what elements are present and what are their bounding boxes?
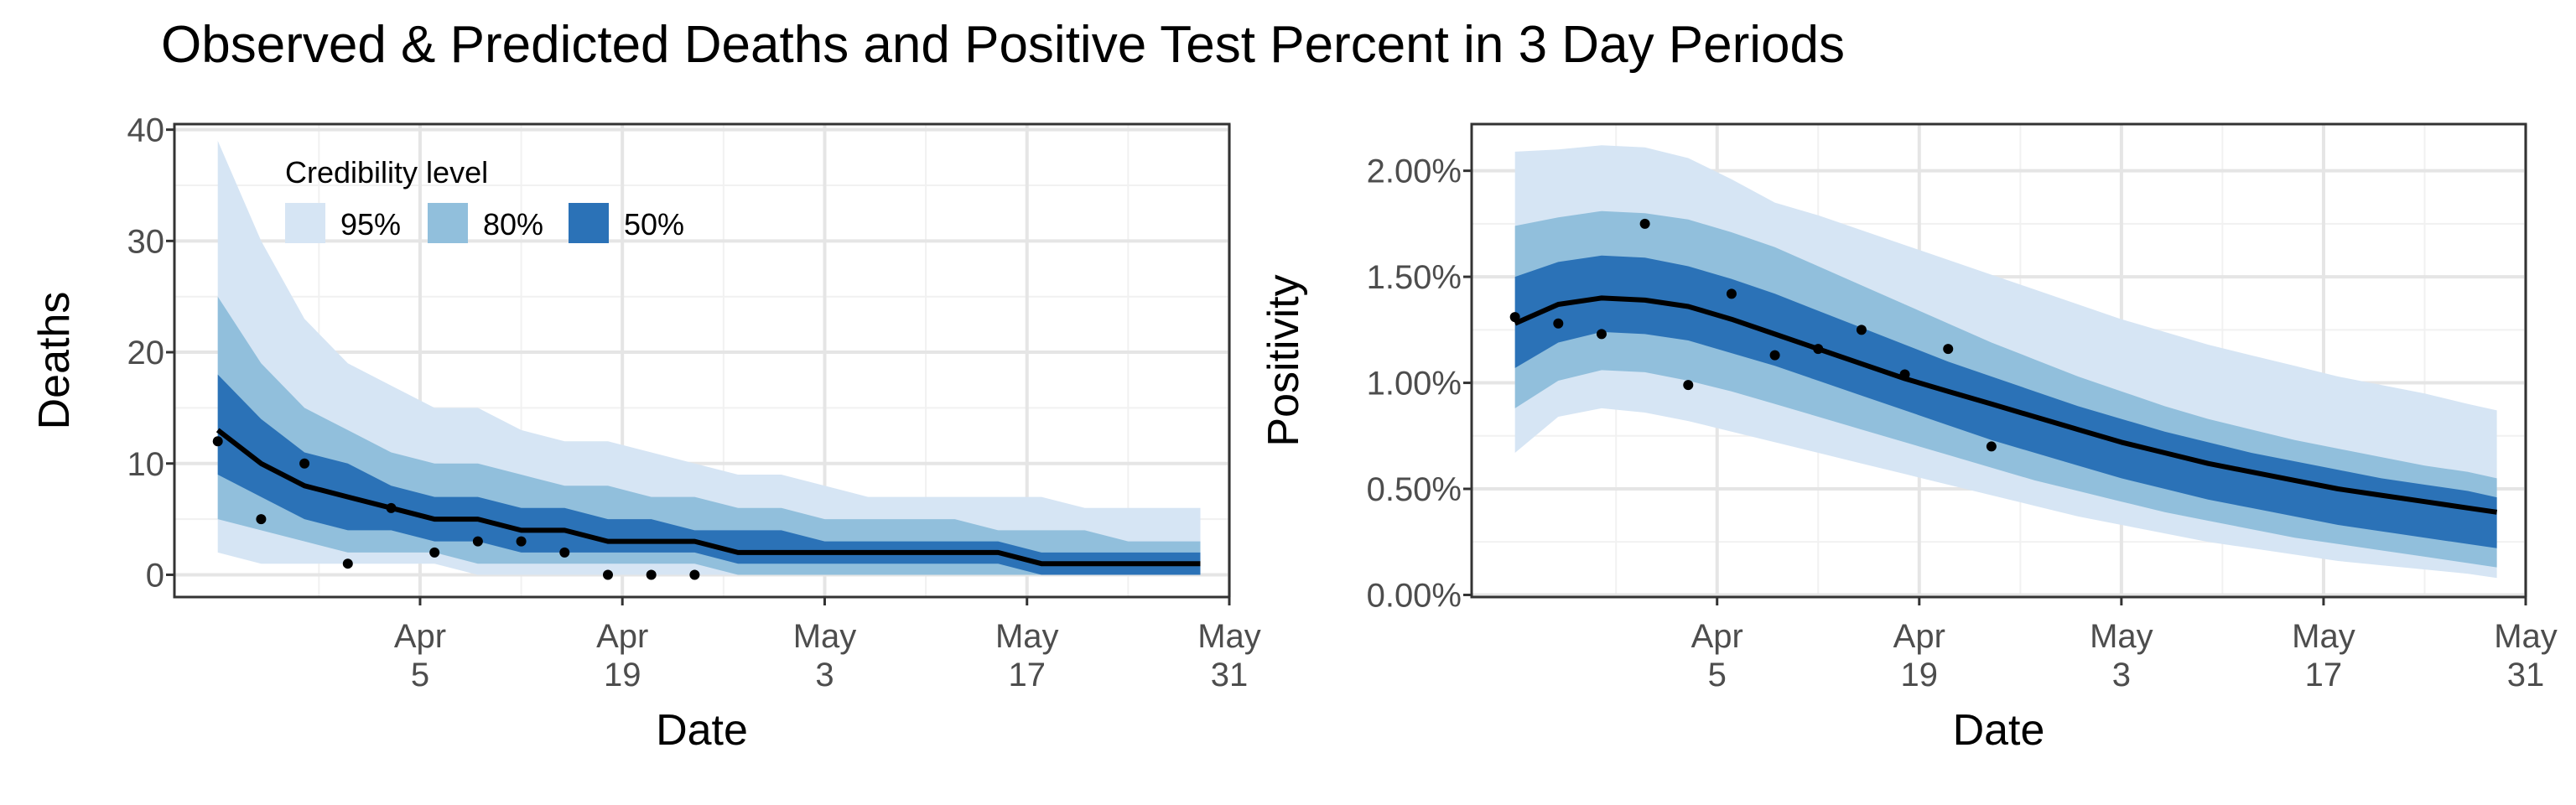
x-tick-label-month: May [1197, 618, 1261, 655]
observed-point [516, 536, 527, 547]
observed-point [1596, 329, 1607, 340]
x-tick-label-month: Apr [1893, 618, 1945, 655]
observed-point [472, 536, 483, 547]
observed-point [299, 458, 310, 469]
x-tick-label-month: May [2494, 618, 2558, 655]
page-title: Observed & Predicted Deaths and Positive… [161, 16, 1846, 74]
observed-point [602, 569, 613, 580]
y-tick-label: 20 [127, 335, 165, 371]
observed-point [212, 436, 223, 447]
x-tick-label-day: 31 [1211, 657, 1249, 693]
observed-point [1639, 218, 1650, 229]
x-tick-label-month: May [995, 618, 1059, 655]
band-50 [217, 374, 1201, 575]
legend-key [285, 203, 325, 243]
y-tick-label: 40 [127, 112, 165, 149]
panel-border [173, 122, 1231, 599]
y-axis-title: Positivity [1259, 274, 1308, 446]
y-tick-label: 1.50% [1367, 259, 1462, 296]
y-tick-label: 2.00% [1367, 153, 1462, 190]
y-tick-label: 0.50% [1367, 471, 1462, 508]
legend-label: 80% [483, 207, 543, 242]
y-tick-label: 1.00% [1367, 366, 1462, 402]
observed-point [429, 547, 440, 558]
x-tick-label-month: Apr [596, 618, 648, 655]
x-tick-label-month: Apr [1691, 618, 1743, 655]
y-axis-title: Deaths [30, 292, 79, 430]
y-tick-label: 0 [146, 557, 164, 594]
x-tick-label-day: 5 [1708, 657, 1727, 693]
legend: Credibility level 95% 80% 50% [285, 155, 684, 243]
x-tick-label-month: Apr [394, 618, 446, 655]
y-tick-label: 10 [127, 446, 165, 483]
observed-point [386, 502, 397, 513]
x-tick-label-day: 17 [2305, 657, 2343, 693]
observed-point [1899, 369, 1910, 380]
x-tick-label-month: May [793, 618, 857, 655]
observed-point [256, 514, 267, 525]
x-tick-label-day: 3 [815, 657, 834, 693]
observed-point [559, 547, 570, 558]
panel-border [1470, 122, 2527, 599]
observed-point [646, 569, 657, 580]
x-tick-label-month: May [2292, 618, 2355, 655]
x-tick-label-day: 31 [2507, 657, 2545, 693]
positivity-panel: 0.00%0.50%1.00%1.50%2.00%Apr5Apr19May3Ma… [1259, 122, 2558, 755]
median-line [216, 428, 1201, 567]
x-tick-label-day: 5 [411, 657, 429, 693]
observed-point [1509, 312, 1520, 323]
legend-label: 50% [624, 207, 684, 242]
observed-point [1943, 344, 1954, 355]
deaths-panel: 010203040Apr5Apr19May3May17May31DateDeat… [30, 112, 1261, 755]
observed-point [689, 569, 700, 580]
observed-point [1683, 380, 1694, 391]
observed-point [1553, 318, 1564, 329]
observed-point [1726, 288, 1737, 299]
x-tick-label-day: 19 [1901, 657, 1939, 693]
observed-point [1986, 441, 1997, 452]
legend-key [428, 203, 468, 243]
x-axis-title: Date [1953, 706, 2045, 755]
legend-label: 95% [340, 207, 401, 242]
median-line [1514, 295, 2498, 515]
observed-point [1813, 344, 1824, 355]
observed-point [342, 558, 353, 569]
y-tick-label: 30 [127, 223, 165, 260]
observed-point [1769, 350, 1780, 361]
x-tick-label-day: 19 [604, 657, 641, 693]
observed-point [1856, 325, 1867, 335]
x-tick-label-month: May [2090, 618, 2153, 655]
x-tick-label-day: 3 [2112, 657, 2131, 693]
x-tick-label-day: 17 [1008, 657, 1046, 693]
legend-key [569, 203, 609, 243]
legend-title: Credibility level [285, 155, 488, 190]
y-tick-label: 0.00% [1367, 577, 1462, 614]
x-axis-title: Date [656, 706, 748, 755]
